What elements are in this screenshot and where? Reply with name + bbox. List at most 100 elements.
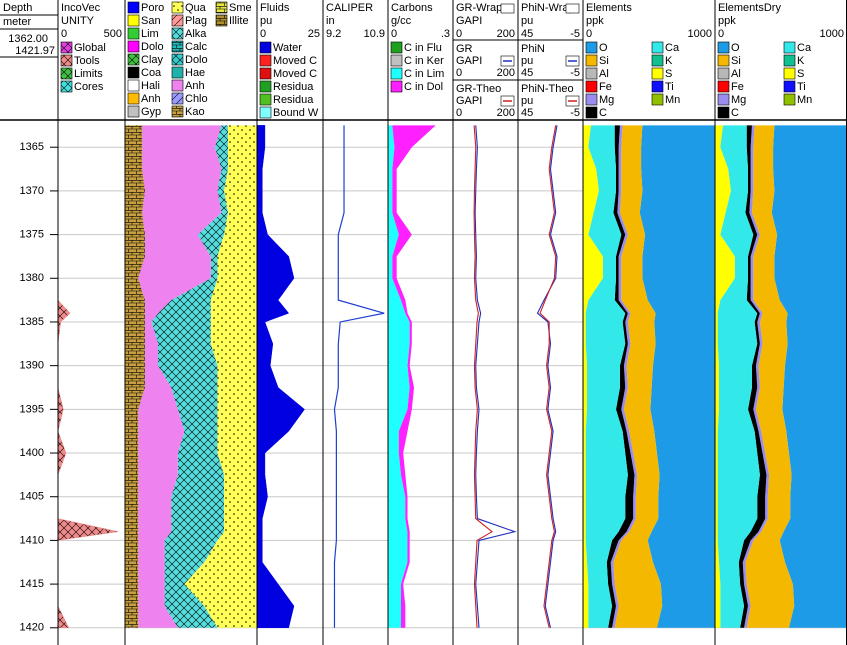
curve-name: GR	[456, 43, 473, 55]
legend-swatch	[60, 80, 73, 93]
legend-label: Al	[731, 68, 741, 80]
legend-swatch	[127, 40, 140, 53]
legend-label: K	[797, 55, 805, 67]
legend-swatch	[127, 92, 140, 105]
stacked-area	[738, 125, 767, 628]
legend-swatch	[783, 80, 796, 93]
legend-label: Dolo	[185, 54, 208, 66]
curve-unit: GAPI	[456, 55, 482, 67]
legend-label: Illite	[229, 15, 249, 27]
legend-label: Ti	[797, 81, 806, 93]
depth-bottom: 1421.97	[15, 45, 55, 57]
depth-unit: meter	[3, 16, 31, 28]
legend-label: S	[797, 68, 804, 80]
legend-label: Si	[599, 55, 609, 67]
track-title: Fluids	[260, 2, 290, 14]
legend-swatch	[651, 41, 664, 54]
legend-label: Gyp	[141, 106, 161, 118]
legend-swatch	[171, 66, 184, 79]
legend-swatch	[259, 80, 272, 93]
track-title: Carbons	[391, 2, 433, 14]
scale-label: .3	[441, 28, 450, 40]
y-tick-label: 1365	[20, 141, 44, 153]
legend-swatch	[717, 54, 730, 67]
legend-swatch	[651, 80, 664, 93]
legend-label: K	[665, 55, 673, 67]
track-title: PhiN-Wrap	[521, 2, 575, 14]
legend-label: C in Flu	[404, 42, 442, 54]
legend-swatch	[783, 67, 796, 80]
legend-label: Tools	[74, 55, 100, 67]
legend-swatch	[585, 67, 598, 80]
stacked-area	[610, 125, 638, 628]
track-title: GR-Wrap	[456, 2, 502, 14]
legend-swatch	[585, 80, 598, 93]
stacked-area	[606, 125, 635, 628]
legend-swatch	[171, 53, 184, 66]
y-tick-label: 1375	[20, 228, 44, 240]
legend-swatch	[390, 54, 403, 67]
scale-label: 200	[497, 28, 515, 40]
curve	[333, 125, 385, 628]
legend-label: C in Ker	[404, 55, 444, 67]
legend-swatch	[783, 41, 796, 54]
legend-label: Ca	[797, 42, 812, 54]
curve-name: PhiN-Theo	[521, 83, 574, 95]
legend-swatch	[717, 41, 730, 54]
y-tick-label: 1395	[20, 403, 44, 415]
legend-swatch	[215, 14, 228, 27]
legend-label: Plag	[185, 15, 207, 27]
y-tick-label: 1415	[20, 578, 44, 590]
legend-label: San	[141, 15, 161, 27]
legend-label: Mn	[665, 94, 680, 106]
stacked-area	[184, 125, 257, 628]
legend-swatch	[127, 1, 140, 14]
legend-label: C	[599, 107, 607, 119]
curve	[473, 125, 493, 628]
legend-swatch	[259, 67, 272, 80]
track-unit: ppk	[718, 15, 736, 27]
stacked-area	[583, 125, 603, 628]
depth-top: 1362.00	[8, 33, 48, 45]
track-unit: UNITY	[61, 15, 95, 27]
legend-label: Fe	[599, 81, 612, 93]
legend-label: Hali	[141, 80, 160, 92]
legend-swatch	[259, 41, 272, 54]
scale-label: -5	[570, 28, 580, 40]
legend-swatch	[390, 41, 403, 54]
stacked-area	[388, 125, 410, 628]
legend-label: Sme	[229, 2, 252, 14]
curve-unit: pu	[521, 95, 533, 107]
legend-swatch	[127, 66, 140, 79]
y-tick-label: 1400	[20, 447, 44, 459]
scale-label: 0	[260, 28, 266, 40]
legend-swatch	[783, 93, 796, 106]
scale-label: -5	[570, 67, 580, 79]
legend-swatch	[171, 1, 184, 14]
scale-label: 500	[104, 28, 122, 40]
legend-swatch	[717, 80, 730, 93]
legend-label: S	[665, 68, 672, 80]
legend-swatch	[585, 41, 598, 54]
legend-label: Mg	[599, 94, 614, 106]
track-unit: pu	[260, 15, 272, 27]
scale-label: 0	[456, 67, 462, 79]
legend-label: C in Lim	[404, 68, 444, 80]
legend-swatch	[60, 54, 73, 67]
legend-swatch	[171, 79, 184, 92]
legend-swatch	[651, 67, 664, 80]
scale-label: -5	[570, 107, 580, 119]
header-box	[500, 3, 515, 14]
scale-label: 10.9	[364, 28, 385, 40]
curve	[474, 125, 517, 628]
legend-label: Cores	[74, 81, 104, 93]
track-unit: GAPI	[456, 15, 482, 27]
stacked-area	[125, 125, 145, 628]
legend-label: Chlo	[185, 93, 208, 105]
legend-label: Global	[74, 42, 106, 54]
legend-label: Mn	[797, 94, 812, 106]
scale-label: 0	[456, 107, 462, 119]
legend-swatch	[127, 53, 140, 66]
legend-label: Al	[599, 68, 609, 80]
